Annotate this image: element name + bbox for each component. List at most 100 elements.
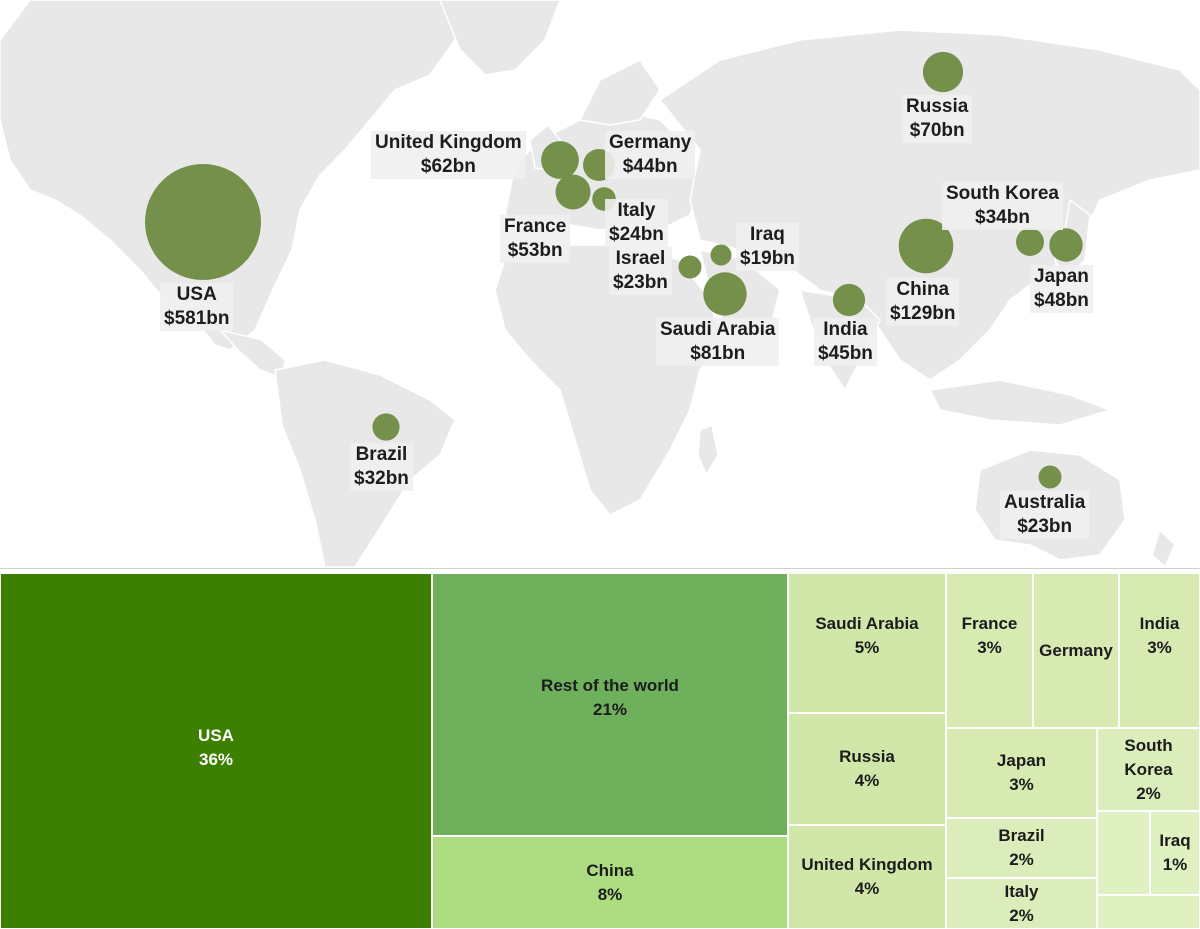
country-value: $34bn (975, 207, 1030, 228)
tile-percent: 4% (854, 879, 880, 898)
country-name: Brazil (355, 444, 408, 465)
tile-percent: 2% (1009, 905, 1034, 925)
country-name: Australia (1004, 492, 1086, 513)
tile-name: Rest of the world (541, 676, 679, 695)
country-value: $81bn (690, 343, 746, 364)
land-madagascar (697, 423, 719, 477)
bubble-france (555, 174, 591, 210)
tile-name: Iraq (1159, 831, 1191, 850)
tile-name: India (1139, 614, 1180, 633)
tile-percent: 2% (1136, 783, 1161, 803)
map-label-south-korea: South Korea $34bn (942, 182, 1063, 230)
tile-name: Brazil (998, 826, 1045, 845)
tile-name: China (586, 860, 634, 880)
country-name: China (896, 279, 950, 300)
land-scandinavia (578, 58, 661, 126)
tile-percent: 8% (597, 884, 623, 904)
country-value: $581bn (164, 308, 230, 329)
tile-name: Germany (1039, 640, 1113, 660)
country-value: $48bn (1034, 290, 1089, 311)
country-value: $44bn (622, 156, 678, 177)
tile-name: Japan (996, 751, 1047, 770)
bubble-united-kingdom (541, 141, 579, 179)
treemap-tile-italy: Italy 2% (946, 878, 1097, 929)
world-map: USA $581bn China $129bn Saudi Arabia $81bn … (0, 0, 1200, 567)
treemap-tile-rest-of-world: Rest of the world 21% (432, 573, 788, 836)
land-africa (494, 244, 721, 517)
country-value: $53bn (507, 240, 563, 261)
bubble-india (832, 283, 866, 317)
tile-percent: 36% (198, 750, 234, 769)
treemap-tile-south-korea: South Korea 2% (1097, 728, 1200, 811)
map-label-saudi-arabia: Saudi Arabia $81bn (656, 318, 780, 366)
tile-percent: 3% (1009, 775, 1034, 794)
treemap-tile-india: India 3% (1119, 573, 1200, 728)
bubble-australia (1038, 465, 1062, 489)
panel-divider (0, 567, 1200, 573)
tile-name: Saudi Arabia (815, 614, 919, 633)
map-label-israel: Israel $23bn (609, 247, 672, 295)
map-label-iraq: Iraq $19bn (736, 223, 799, 271)
country-name: Italy (617, 200, 656, 221)
treemap-tile-france: France 3% (946, 573, 1033, 728)
treemap-tile-china: China 8% (432, 836, 788, 929)
tile-percent: 21% (592, 700, 628, 719)
tile-percent: 4% (854, 771, 880, 790)
treemap: USA 36% Rest of the world 21% China 8% Saudi A… (0, 573, 1200, 929)
country-value: $62bn (420, 156, 476, 177)
tile-percent: 1% (1162, 855, 1188, 874)
country-name: USA (176, 284, 217, 305)
tile-name: South Korea (1124, 735, 1173, 779)
treemap-tile-iraq: Iraq 1% (1150, 811, 1200, 895)
country-value: $32bn (354, 468, 409, 489)
country-value: $45bn (818, 343, 873, 364)
map-label-china: China $129bn (886, 278, 960, 326)
bubble-saudi-arabia (703, 272, 747, 316)
land-greenland (439, 0, 561, 76)
country-name: Iraq (750, 224, 785, 245)
bubble-israel (678, 255, 702, 279)
map-label-russia: Russia $70bn (902, 95, 973, 143)
country-name: Israel (615, 248, 666, 269)
treemap-tile-usa: USA 36% (0, 573, 432, 929)
world-map-land (0, 0, 1200, 567)
country-value: $19bn (740, 248, 795, 269)
map-label-japan: Japan $48bn (1030, 265, 1093, 313)
treemap-tile-japan: Japan 3% (946, 728, 1097, 818)
treemap-tile-germany: Germany (1033, 573, 1119, 728)
land-southeast-asia (928, 379, 1113, 426)
treemap-tile-saudi-arabia: Saudi Arabia 5% (788, 573, 946, 713)
tile-name: Italy (1004, 881, 1039, 901)
bubble-japan (1049, 228, 1083, 262)
country-name: Saudi Arabia (660, 319, 776, 340)
tile-name: Russia (839, 747, 895, 766)
map-label-india: India $45bn (814, 318, 877, 366)
country-value: $24bn (609, 224, 664, 245)
bubble-iraq (710, 244, 732, 266)
tile-percent: 3% (1147, 638, 1172, 657)
tile-name: United Kingdom (801, 855, 933, 874)
bubble-russia (922, 51, 964, 93)
treemap-tile-russia: Russia 4% (788, 713, 946, 825)
country-name: France (504, 216, 567, 237)
country-value: $23bn (613, 272, 668, 293)
tile-percent: 3% (977, 638, 1002, 657)
country-name: India (823, 319, 868, 340)
bubble-china (898, 218, 954, 274)
treemap-tile-brazil: Brazil 2% (946, 818, 1097, 878)
land-new-zealand (1151, 528, 1176, 567)
map-label-united-kingdom: United Kingdom $62bn (371, 131, 526, 179)
map-label-australia: Australia $23bn (1000, 491, 1090, 539)
country-name: United Kingdom (375, 132, 522, 153)
bubble-brazil (372, 413, 400, 441)
treemap-tile-small-2 (1097, 895, 1200, 929)
country-value: $70bn (909, 120, 965, 141)
map-label-italy: Italy $24bn (605, 199, 668, 247)
country-name: South Korea (946, 183, 1059, 204)
country-name: Russia (906, 96, 969, 117)
map-label-brazil: Brazil $32bn (350, 443, 413, 491)
tile-percent: 5% (854, 638, 880, 657)
map-label-germany: Germany $44bn (605, 131, 696, 179)
map-label-france: France $53bn (500, 215, 571, 263)
treemap-tile-united-kingdom: United Kingdom 4% (788, 825, 946, 929)
